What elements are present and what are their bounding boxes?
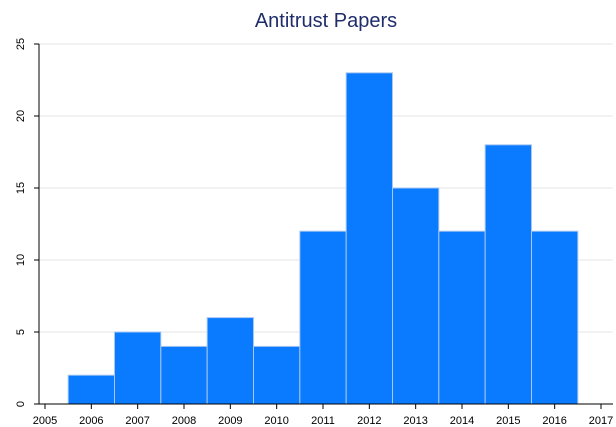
chart-title: Antitrust Papers xyxy=(255,10,397,32)
x-tick-label-2016: 2016 xyxy=(542,415,566,427)
x-tick-label-2015: 2015 xyxy=(496,415,520,427)
x-tick-label-2007: 2007 xyxy=(125,415,149,427)
y-tick-label-10: 10 xyxy=(15,254,27,266)
x-axis-ticks: 2005 2006 2007 2008 2009 2010 2011 2012 2013 2014… xyxy=(33,404,613,427)
bar-2009 xyxy=(206,317,255,405)
bar-2014 xyxy=(438,230,486,405)
bar-2011 xyxy=(299,230,347,405)
y-tick-label-15: 15 xyxy=(15,182,27,194)
y-tick-label-25: 25 xyxy=(15,38,27,50)
x-tick-label-2006: 2006 xyxy=(79,415,103,427)
bar-2016 xyxy=(531,230,579,405)
bar-2013 xyxy=(392,187,440,405)
bar-2006 xyxy=(67,374,115,405)
y-tick-label-20: 20 xyxy=(15,110,27,122)
x-tick-label-2013: 2013 xyxy=(403,415,427,427)
bar-2008 xyxy=(160,345,208,405)
x-tick-label-2008: 2008 xyxy=(172,415,196,427)
x-tick-label-2010: 2010 xyxy=(264,415,288,427)
y-tick-label-5: 5 xyxy=(15,329,27,335)
x-tick-label-2009: 2009 xyxy=(218,415,242,427)
x-tick-label-2017: 2017 xyxy=(589,415,613,427)
x-tick-label-2011: 2011 xyxy=(311,415,335,427)
bars xyxy=(67,72,579,405)
x-tick-label-2014: 2014 xyxy=(450,415,474,427)
y-tick-label-0: 0 xyxy=(15,401,27,407)
x-tick-label-2005: 2005 xyxy=(33,415,57,427)
bar-2012 xyxy=(345,72,393,405)
bar-2010 xyxy=(253,345,301,405)
x-tick-label-2012: 2012 xyxy=(357,415,381,427)
bar-2007 xyxy=(114,331,162,405)
axes xyxy=(38,44,613,405)
bar-2015 xyxy=(484,144,532,405)
y-axis-ticks: 0 5 10 15 20 25 xyxy=(15,38,39,407)
